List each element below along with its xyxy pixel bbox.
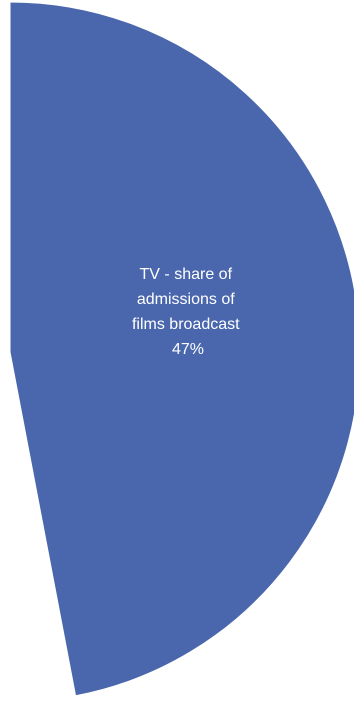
slice-value-label: 47% [172, 341, 204, 358]
slice-label-line-2: admissions of [137, 291, 235, 308]
slice-label-line-3: films broadcast [132, 316, 240, 333]
slice-label-line-1: TV - share of [140, 266, 233, 283]
pie-slice-label: TV - share of admissions of films broadc… [132, 266, 244, 358]
pie-slice-tv-share [9, 1, 354, 697]
